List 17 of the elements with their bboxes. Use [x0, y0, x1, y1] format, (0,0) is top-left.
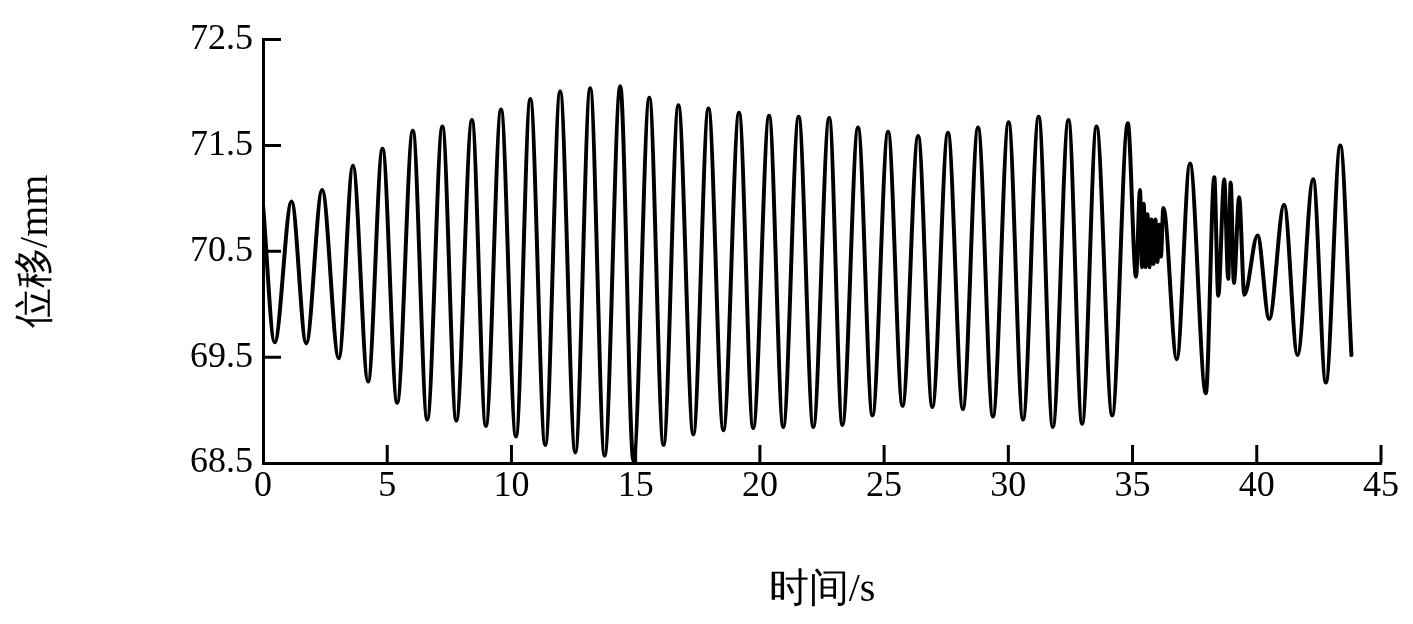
x-tick-label: 0: [254, 464, 272, 505]
x-tick-label: 25: [866, 464, 903, 505]
x-tick-label: 5: [378, 464, 397, 505]
y-axis-title: 位移/mm: [10, 174, 56, 328]
x-axis-title: 时间/s: [768, 564, 876, 610]
x-tick-label: 15: [617, 464, 654, 505]
y-tick-label: 71.5: [190, 122, 253, 163]
y-tick-label: 69.5: [190, 334, 253, 375]
x-tick-label: 20: [741, 464, 778, 505]
y-tick-label: 72.5: [190, 17, 253, 58]
x-tick-label: 10: [493, 464, 530, 505]
y-tick-label: 70.5: [190, 228, 253, 269]
x-tick-label: 30: [990, 464, 1027, 505]
x-tick-label: 45: [1363, 464, 1399, 505]
y-tick-label: 68.5: [190, 440, 253, 481]
x-tick-label: 40: [1238, 464, 1275, 505]
x-tick-label: 35: [1114, 464, 1151, 505]
